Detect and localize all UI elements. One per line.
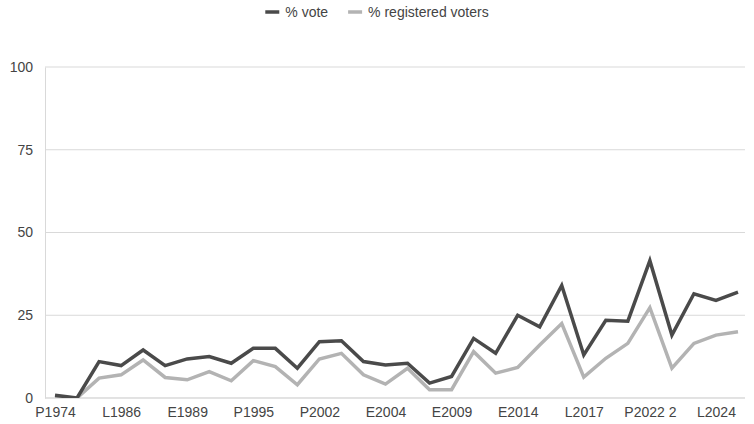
x-tick: E2004 <box>366 398 407 420</box>
x-tick: E1989 <box>167 398 208 420</box>
grid <box>45 67 745 398</box>
y-tick: 25 <box>17 307 45 323</box>
legend-item: % registered voters <box>348 4 489 20</box>
series-line <box>55 261 738 398</box>
x-tick: P2002 <box>300 398 341 420</box>
legend: % vote % registered voters <box>265 4 488 20</box>
y-tick-label: 75 <box>17 142 33 158</box>
x-tick-label: E2009 <box>432 404 473 420</box>
series-line <box>55 308 738 398</box>
grid-line <box>45 315 745 316</box>
y-axis: 0 25 50 75 100 <box>10 59 46 406</box>
x-tick: P1974 <box>35 398 76 420</box>
y-tick-label: 25 <box>17 307 33 323</box>
x-tick-label: P2022 2 <box>624 404 676 420</box>
y-tick: 75 <box>17 142 45 158</box>
x-tick-label: E2004 <box>366 404 407 420</box>
y-tick-label: 50 <box>17 224 33 240</box>
x-tick-label: L2017 <box>565 404 604 420</box>
x-tick-label: E2014 <box>498 404 539 420</box>
grid-line <box>45 232 745 233</box>
x-tick-label: P1995 <box>234 404 275 420</box>
y-tick-label: 100 <box>10 59 34 75</box>
y-tick: 100 <box>10 59 45 75</box>
x-tick: L1986 <box>102 398 141 420</box>
x-tick-label: P2002 <box>300 404 341 420</box>
legend-item: % vote <box>265 4 328 20</box>
grid-line <box>45 67 745 68</box>
x-tick: L2024 <box>697 398 736 420</box>
x-tick-label: P1974 <box>35 404 76 420</box>
x-tick: P2022 2 <box>624 398 676 420</box>
legend-label: % vote <box>285 4 328 20</box>
x-tick: P1995 <box>234 398 275 420</box>
y-axis-line <box>45 68 46 399</box>
x-tick-label: E1989 <box>167 404 208 420</box>
x-tick-label: L2024 <box>697 404 736 420</box>
x-tick: L2017 <box>565 398 604 420</box>
plot-area <box>55 261 738 398</box>
grid-line <box>45 149 745 150</box>
x-axis-line <box>45 398 745 399</box>
y-tick-label: 0 <box>25 390 33 406</box>
x-tick: E2014 <box>498 398 539 420</box>
y-tick: 50 <box>17 224 45 240</box>
legend-swatch <box>265 10 279 14</box>
legend-label: % registered voters <box>368 4 489 20</box>
legend-swatch <box>348 10 362 14</box>
grid-line <box>45 398 745 399</box>
chart: 0 25 50 75 100 P1974 L1986 E1989 P1995 P2002 E2004… <box>0 0 754 424</box>
x-tick: E2009 <box>432 398 473 420</box>
x-tick-label: L1986 <box>102 404 141 420</box>
x-axis: P1974 L1986 E1989 P1995 P2002 E2004 E2009 E2014… <box>35 398 745 420</box>
